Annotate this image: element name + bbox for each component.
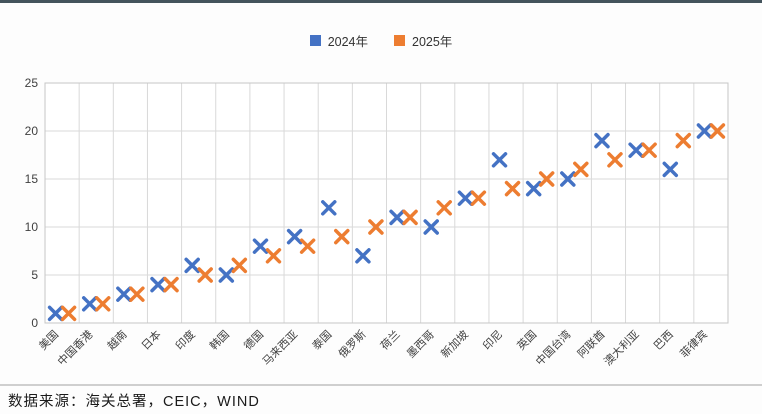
data-point-marker-2024年 bbox=[423, 219, 439, 235]
data-point-marker-2024年 bbox=[594, 132, 610, 149]
x-axis-category-label: 荷兰 bbox=[378, 328, 403, 353]
data-point-marker-2025年 bbox=[538, 171, 555, 187]
data-point-marker-2024年 bbox=[252, 238, 269, 254]
x-axis-category-label: 中国台湾 bbox=[532, 327, 573, 368]
data-point-marker-2025年 bbox=[436, 200, 452, 216]
x-axis-category-label: 印度 bbox=[172, 327, 197, 352]
data-point-marker-2024年 bbox=[218, 267, 235, 283]
x-axis-category-label: 德国 bbox=[241, 327, 266, 352]
x-axis-category-label: 巴西 bbox=[652, 329, 676, 353]
data-point-marker-2025年 bbox=[641, 142, 657, 158]
data-point-marker-2025年 bbox=[299, 238, 316, 254]
data-point-marker-2025年 bbox=[402, 209, 418, 226]
data-point-marker-2025年 bbox=[607, 152, 623, 168]
plot-border bbox=[44, 82, 729, 324]
data-point-marker-2024年 bbox=[81, 296, 98, 312]
data-point-marker-2025年 bbox=[197, 267, 213, 283]
data-point-marker-2025年 bbox=[573, 161, 589, 178]
legend-swatch-2025 bbox=[394, 35, 405, 46]
caption-divider bbox=[0, 384, 762, 386]
data-point-marker-2024年 bbox=[560, 171, 576, 187]
x-axis-category-label: 韩国 bbox=[206, 327, 231, 352]
x-axis-category-label: 菲律宾 bbox=[677, 327, 710, 360]
data-point-marker-2025年 bbox=[334, 228, 350, 245]
top-accent-bar bbox=[0, 0, 762, 3]
data-point-marker-2025年 bbox=[60, 305, 77, 322]
data-point-marker-2024年 bbox=[321, 200, 337, 216]
x-axis-category-label: 日本 bbox=[138, 327, 163, 352]
x-axis-category-label: 马来西亚 bbox=[260, 328, 300, 368]
x-axis-category-label: 泰国 bbox=[309, 327, 334, 352]
legend-swatch-2024 bbox=[309, 35, 321, 46]
data-point-marker-2024年 bbox=[184, 257, 200, 274]
legend-label-2024: 2024年 bbox=[327, 35, 368, 49]
data-point-marker-2025年 bbox=[231, 257, 248, 274]
legend-item-2024: 2024年 bbox=[309, 31, 368, 50]
data-point-marker-2024年 bbox=[525, 180, 542, 197]
x-axis-category-label: 墨西哥 bbox=[404, 328, 437, 361]
data-point-marker-2024年 bbox=[457, 190, 474, 206]
data-point-marker-2025年 bbox=[163, 276, 179, 293]
legend-label-2025: 2025年 bbox=[412, 35, 453, 49]
data-point-marker-2024年 bbox=[389, 209, 405, 226]
y-axis-tick-label: 25 bbox=[25, 76, 39, 90]
data-point-marker-2025年 bbox=[470, 190, 487, 206]
data-point-marker-2025年 bbox=[368, 219, 384, 235]
chart-legend: 2024年 2025年 bbox=[0, 31, 762, 50]
data-point-marker-2025年 bbox=[709, 123, 726, 139]
data-point-marker-2025年 bbox=[675, 132, 692, 149]
x-axis-category-label: 中国香港 bbox=[55, 328, 95, 368]
data-point-marker-2025年 bbox=[504, 180, 521, 197]
x-axis-category-label: 澳大利亚 bbox=[601, 327, 642, 368]
y-axis-tick-label: 0 bbox=[31, 316, 38, 330]
data-point-marker-2025年 bbox=[94, 296, 111, 312]
data-point-marker-2025年 bbox=[129, 286, 145, 302]
data-point-marker-2024年 bbox=[116, 286, 132, 302]
data-point-marker-2024年 bbox=[355, 248, 371, 264]
y-axis-tick-label: 20 bbox=[25, 124, 39, 138]
data-source-caption: 数据来源：海关总署，CEIC，WIND bbox=[8, 394, 260, 410]
data-point-marker-2024年 bbox=[491, 152, 508, 168]
y-axis-tick-label: 10 bbox=[25, 220, 39, 234]
y-axis-tick-label: 5 bbox=[31, 268, 38, 282]
data-point-marker-2024年 bbox=[150, 276, 166, 293]
x-axis-category-label: 阿联酋 bbox=[574, 327, 607, 360]
data-point-marker-2024年 bbox=[696, 123, 713, 139]
x-axis-category-label: 新加坡 bbox=[438, 327, 471, 360]
x-axis-category-label: 印尼 bbox=[480, 328, 505, 353]
legend-item-2025: 2025年 bbox=[394, 31, 452, 50]
x-axis-category-label: 英国 bbox=[514, 327, 539, 352]
data-point-marker-2024年 bbox=[286, 228, 303, 245]
x-axis-category-label: 美国 bbox=[36, 328, 61, 353]
data-point-marker-2024年 bbox=[628, 142, 644, 158]
data-point-marker-2024年 bbox=[47, 305, 64, 322]
x-axis-category-label: 俄罗斯 bbox=[336, 328, 369, 361]
data-point-marker-2024年 bbox=[662, 161, 679, 178]
x-axis-category-label: 越南 bbox=[104, 327, 129, 352]
data-point-marker-2025年 bbox=[265, 248, 282, 264]
y-axis-tick-label: 15 bbox=[25, 172, 39, 186]
